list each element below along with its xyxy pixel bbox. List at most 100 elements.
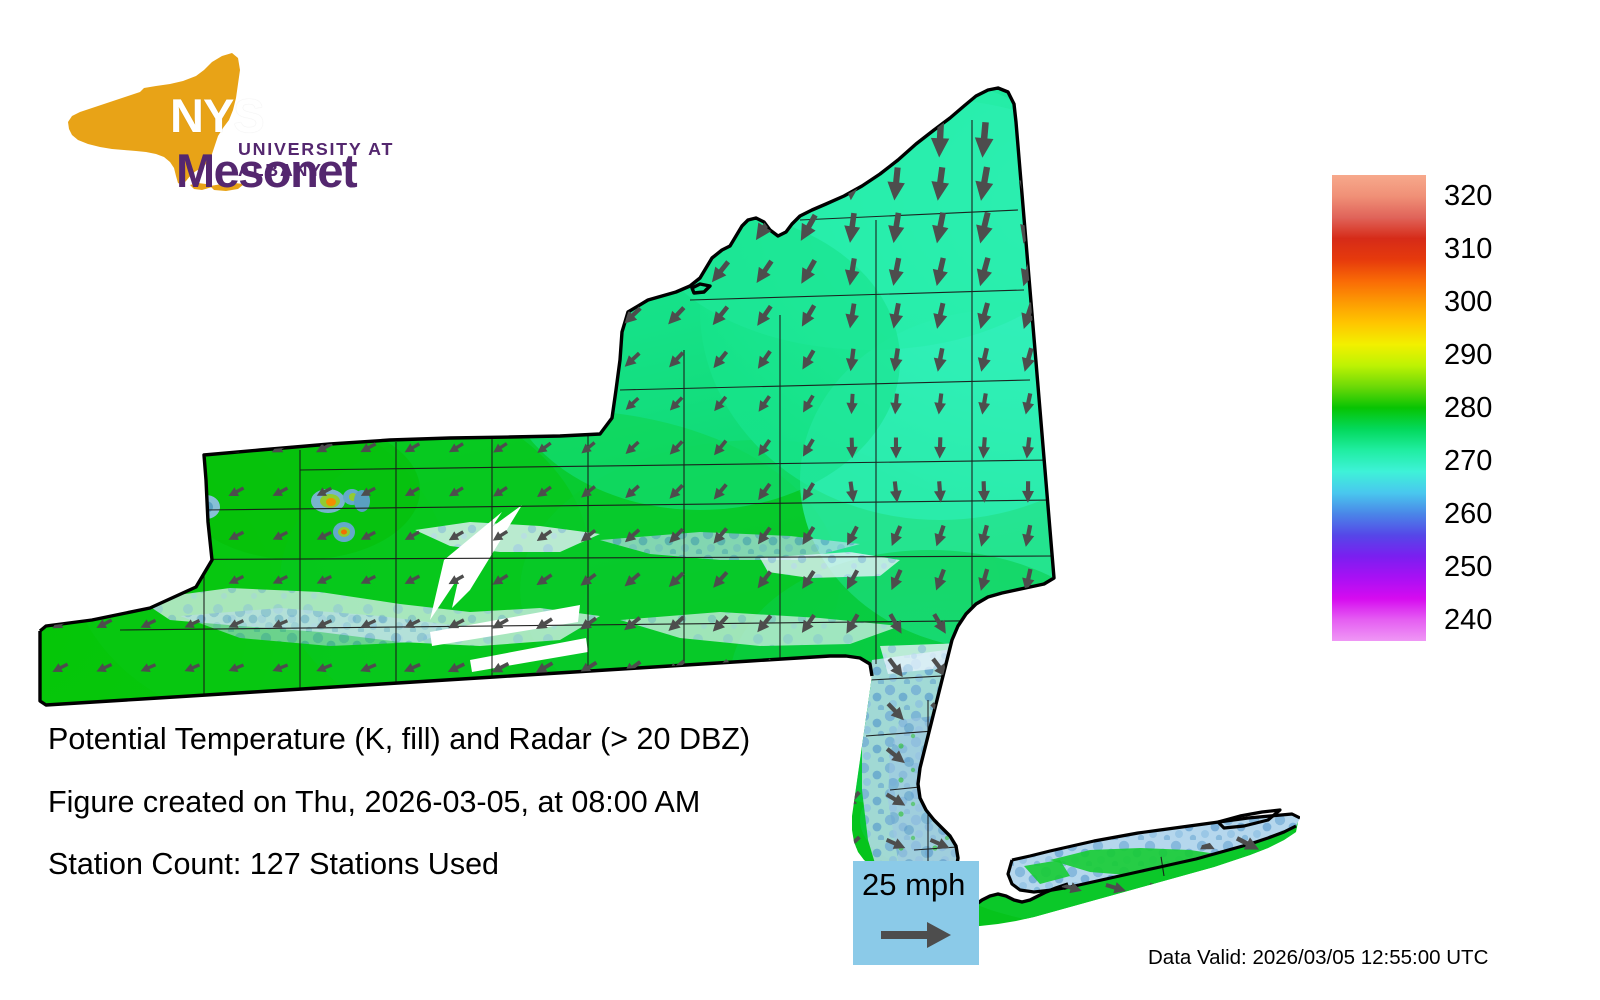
- wind-arrow: [624, 528, 641, 543]
- wind-arrow: [1192, 881, 1215, 894]
- wind-arrow: [756, 259, 774, 283]
- wind-arrow: [448, 618, 465, 629]
- wind-arrow: [404, 397, 421, 409]
- wind-arrow: [533, 262, 556, 280]
- wind-arrow: [220, 127, 254, 150]
- wind-arrow: [625, 440, 640, 454]
- wind-arrow: [714, 439, 728, 456]
- wind-arrow: [930, 122, 950, 158]
- wind-scale-arrow-icon: [881, 922, 951, 948]
- wind-arrow: [1148, 746, 1170, 764]
- wind-arrow: [580, 572, 597, 586]
- wind-arrow: [360, 663, 377, 673]
- wind-arrow: [270, 397, 291, 409]
- wind-arrow: [1110, 481, 1122, 503]
- nys-mesonet-logo: NYSMesonet UNIVERSITY AT ALBANY: [52, 44, 402, 204]
- wind-arrow: [396, 126, 430, 151]
- wind-arrow: [580, 528, 597, 542]
- wind-arrow: [801, 702, 817, 721]
- wind-arrow: [846, 437, 858, 459]
- wind-arrow: [577, 882, 599, 894]
- wind-arrow: [1196, 257, 1215, 286]
- wind-arrow: [1021, 347, 1035, 372]
- wind-arrow: [487, 217, 514, 237]
- wind-arrow: [890, 437, 902, 459]
- wind-arrow: [1154, 347, 1168, 372]
- wind-arrow: [801, 304, 817, 327]
- wind-arrow: [48, 306, 74, 324]
- wind-arrow: [885, 792, 906, 806]
- wind-arrow: [665, 170, 689, 197]
- wind-arrow: [975, 657, 992, 678]
- colorbar-tick-300: 300: [1444, 286, 1493, 319]
- wind-arrow: [314, 353, 335, 366]
- wind-arrow: [976, 257, 992, 287]
- wind-arrow: [1153, 568, 1167, 592]
- wind-arrow: [264, 171, 298, 194]
- wind-arrow: [265, 217, 296, 237]
- wind-arrow: [710, 169, 732, 197]
- wind-arrow: [311, 262, 338, 279]
- wind-arrow: [493, 486, 508, 497]
- figure-title: Potential Temperature (K, fill) and Rada…: [48, 722, 751, 756]
- wind-arrow: [403, 706, 422, 717]
- wind-arrow: [757, 304, 773, 326]
- wind-arrow: [441, 126, 473, 151]
- wind-arrow: [886, 702, 904, 721]
- wind-arrow: [1022, 524, 1035, 547]
- wind-arrow: [45, 126, 77, 152]
- wind-arrow: [885, 747, 905, 764]
- wind-arrow: [132, 126, 166, 151]
- wind-arrow: [446, 308, 467, 323]
- wind-arrow: [443, 217, 471, 237]
- wind-arrow: [1105, 882, 1127, 894]
- wind-arrow: [139, 441, 158, 453]
- wind-arrow: [490, 307, 511, 323]
- wind-arrow: [932, 212, 949, 244]
- wind-arrow: [799, 881, 818, 894]
- wind-arrow: [267, 262, 295, 279]
- wind-arrow: [316, 663, 333, 673]
- wind-arrow: [403, 662, 421, 673]
- wind-arrow: [182, 397, 203, 410]
- wind-arrow: [140, 663, 157, 672]
- wind-arrow: [537, 485, 552, 497]
- wind-arrow: [1236, 881, 1260, 894]
- wind-arrow: [140, 574, 157, 584]
- wind-arrow: [533, 838, 555, 850]
- wind-arrow: [352, 127, 386, 150]
- wind-arrow: [666, 882, 687, 894]
- wind-arrow: [668, 615, 685, 631]
- wind-arrow: [929, 838, 950, 849]
- logo-state-silhouette: [68, 53, 244, 191]
- wind-arrow: [1152, 612, 1166, 634]
- wind-arrow: [1110, 347, 1123, 372]
- wind-arrow: [1239, 211, 1260, 243]
- wind-arrow: [92, 306, 118, 324]
- wind-arrow: [847, 525, 859, 546]
- wind-arrow: [978, 481, 990, 503]
- colorbar-tick-280: 280: [1444, 392, 1493, 424]
- wind-arrow: [448, 530, 465, 541]
- wind-arrow: [710, 881, 730, 893]
- wind-arrow: [669, 440, 684, 455]
- wind-arrow: [1154, 525, 1166, 547]
- wind-arrow: [756, 747, 774, 764]
- wind-arrow: [1017, 792, 1038, 806]
- wind-arrow: [357, 882, 379, 894]
- wind-arrow: [713, 350, 729, 369]
- wind-arrow: [933, 302, 948, 329]
- wind-arrow: [51, 883, 69, 893]
- wind-arrow: [536, 529, 553, 542]
- wind-arrow: [228, 619, 245, 628]
- wind-arrow: [978, 437, 990, 459]
- wind-arrow: [96, 707, 113, 717]
- wind-arrow: [1017, 838, 1038, 850]
- wind-arrow: [140, 485, 157, 497]
- station-count-text: Station Count: 127 Stations Used: [48, 847, 500, 881]
- wind-arrow: [669, 527, 685, 543]
- wind-arrow: [360, 530, 376, 540]
- wind-arrow: [800, 746, 817, 764]
- wind-arrow: [1109, 256, 1125, 287]
